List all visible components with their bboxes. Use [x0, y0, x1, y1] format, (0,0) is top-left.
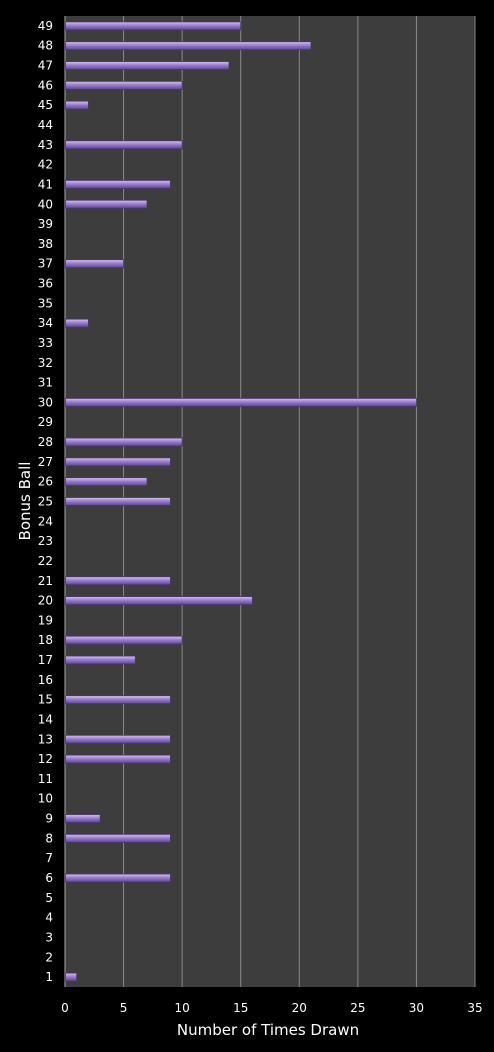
bar-45: [65, 100, 89, 110]
y-tick-label: 32: [38, 356, 53, 370]
bar-49: [65, 21, 242, 31]
y-tick-label: 35: [38, 296, 53, 310]
y-tick-label: 4: [45, 911, 53, 925]
y-tick-label: 16: [38, 673, 53, 687]
bar-20: [65, 596, 253, 605]
y-tick-label: 46: [38, 78, 53, 92]
y-tick-label: 8: [45, 831, 53, 845]
y-tick-label: 34: [38, 316, 53, 330]
y-tick-label: 43: [38, 138, 53, 152]
x-tick-label: 15: [233, 1001, 248, 1015]
y-axis-title: Bonus Ball: [16, 462, 34, 541]
y-tick-label: 7: [45, 851, 53, 865]
y-tick-label: 42: [38, 158, 53, 172]
y-tick-label: 39: [38, 217, 53, 231]
y-tick-label: 10: [38, 792, 53, 806]
y-tick-label: 20: [38, 594, 53, 608]
y-tick-label: 29: [38, 415, 53, 429]
y-tick-label: 41: [38, 177, 53, 191]
y-tick-label: 37: [38, 257, 53, 271]
y-tick-label: 12: [38, 752, 53, 766]
bar-26: [65, 477, 148, 487]
y-tick-label: 28: [38, 435, 53, 449]
x-tick-labels: 0 5 10 15 20 25 30 35: [61, 1001, 482, 1015]
x-tick-label: 35: [467, 1001, 482, 1015]
y-tick-label: 25: [38, 495, 53, 509]
bar-21: [65, 576, 171, 586]
gridlines: [64, 16, 476, 987]
bar-41: [65, 180, 171, 189]
y-tick-label: 30: [38, 395, 53, 409]
y-tick-label: 48: [38, 39, 53, 53]
y-tick-label: 22: [38, 554, 53, 568]
y-tick-label: 5: [45, 891, 53, 905]
y-tick-label: 14: [38, 712, 53, 726]
bars: [65, 21, 417, 982]
x-tick-label: 10: [175, 1001, 190, 1015]
y-tick-label: 21: [38, 574, 53, 588]
y-tick-label: 47: [38, 59, 53, 73]
bar-9: [65, 814, 101, 823]
y-tick-label: 31: [38, 376, 53, 390]
bar-15: [65, 695, 171, 705]
bar-12: [65, 754, 171, 764]
y-tick-label: 27: [38, 455, 53, 469]
y-tick-label: 36: [38, 277, 53, 291]
bar-1: [65, 972, 78, 982]
y-tick-label: 1: [45, 970, 53, 984]
bar-47: [65, 61, 230, 70]
y-tick-label: 19: [38, 613, 53, 627]
y-tick-labels: 1234567891011121314151617181920212223242…: [38, 19, 53, 984]
bar-13: [65, 734, 171, 744]
y-tick-label: 23: [38, 534, 53, 548]
bar-6: [65, 873, 171, 883]
x-axis-title: Number of Times Drawn: [177, 1021, 359, 1039]
bar-27: [65, 457, 171, 467]
y-tick-label: 6: [45, 871, 53, 885]
y-tick-label: 17: [38, 653, 53, 667]
bar-8: [65, 833, 171, 843]
bar-28: [65, 437, 183, 447]
y-tick-label: 33: [38, 336, 53, 350]
y-tick-label: 11: [38, 772, 53, 786]
bar-46: [65, 80, 183, 90]
y-tick-label: 44: [38, 118, 53, 132]
y-tick-label: 13: [38, 732, 53, 746]
y-tick-label: 2: [45, 950, 53, 964]
y-tick-label: 18: [38, 633, 53, 647]
bar-48: [65, 41, 312, 51]
bar-37: [65, 259, 124, 269]
y-tick-label: 38: [38, 237, 53, 251]
bar-18: [65, 635, 183, 645]
y-tick-label: 24: [38, 514, 53, 528]
x-tick-label: 25: [350, 1001, 365, 1015]
y-tick-label: 45: [38, 98, 53, 112]
y-tick-label: 26: [38, 475, 53, 489]
y-tick-label: 3: [45, 930, 53, 944]
bar-30: [65, 398, 417, 407]
x-tick-label: 20: [292, 1001, 307, 1015]
bar-40: [65, 199, 148, 209]
bar-25: [65, 497, 171, 506]
y-tick-label: 15: [38, 693, 53, 707]
bar-34: [65, 318, 89, 328]
x-tick-label: 0: [61, 1001, 69, 1015]
bar-17: [65, 655, 136, 665]
x-tick-label: 30: [409, 1001, 424, 1015]
y-tick-label: 49: [38, 19, 53, 33]
y-tick-label: 40: [38, 197, 53, 211]
x-tick-label: 5: [120, 1001, 128, 1015]
bar-43: [65, 140, 183, 150]
y-tick-label: 9: [45, 812, 53, 826]
